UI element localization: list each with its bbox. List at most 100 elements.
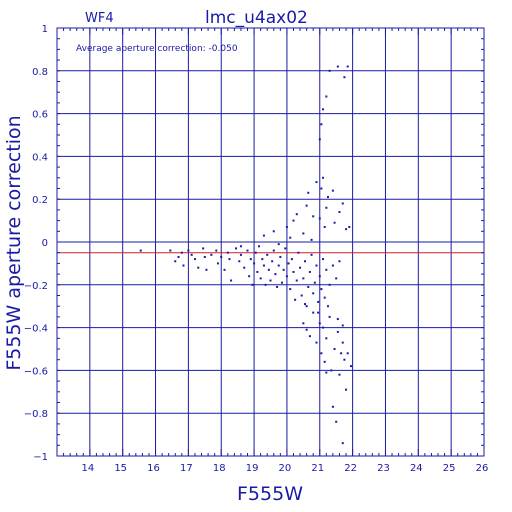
data-point xyxy=(323,226,326,229)
x-tick-label: 16 xyxy=(147,463,160,474)
axis-ticks xyxy=(57,28,484,456)
data-point xyxy=(318,138,321,141)
data-point xyxy=(190,253,193,256)
data-point xyxy=(193,258,196,261)
data-point xyxy=(305,204,308,207)
data-point xyxy=(318,217,321,220)
data-point xyxy=(340,352,343,355)
data-point xyxy=(312,215,315,218)
y-tick-label: −0.8 xyxy=(24,409,48,420)
y-tick-label: 0.2 xyxy=(32,195,48,206)
data-point xyxy=(226,251,229,254)
data-point xyxy=(292,270,295,273)
y-tick-labels: −1 −0.8 −0.6 −0.4 −0.2 0 0.2 0.4 0.6 0.8 1 xyxy=(24,24,48,463)
data-point xyxy=(248,275,251,278)
data-point xyxy=(325,371,328,374)
data-point xyxy=(322,108,325,111)
x-tick-label: 22 xyxy=(344,463,357,474)
data-point xyxy=(220,255,223,258)
data-point xyxy=(325,337,328,340)
data-point xyxy=(271,260,274,263)
data-point xyxy=(276,285,279,288)
x-tick-label: 21 xyxy=(311,463,324,474)
data-point xyxy=(322,258,325,261)
data-point xyxy=(197,266,200,269)
data-point xyxy=(272,230,275,233)
data-points xyxy=(139,65,352,445)
data-point xyxy=(328,283,331,286)
data-point xyxy=(341,341,344,344)
data-point xyxy=(315,264,318,267)
x-tick-labels: 14 15 16 17 18 19 20 21 22 23 24 25 26 xyxy=(81,463,488,474)
y-tick-label: 1 xyxy=(42,24,48,35)
y-tick-label: 0.6 xyxy=(32,110,48,121)
data-point xyxy=(348,226,351,229)
data-point xyxy=(246,249,249,252)
data-point xyxy=(303,260,306,263)
data-point xyxy=(305,305,308,308)
data-point xyxy=(325,206,328,209)
data-point xyxy=(266,253,269,256)
x-tick-label: 24 xyxy=(410,463,423,474)
data-point xyxy=(320,187,323,190)
y-axis-label: F555W aperture correction xyxy=(3,115,25,370)
data-point xyxy=(300,294,303,297)
data-point xyxy=(341,442,344,445)
data-point xyxy=(336,65,339,68)
data-point xyxy=(290,258,293,261)
data-point xyxy=(272,249,275,252)
data-point xyxy=(292,219,295,222)
data-point xyxy=(243,266,246,269)
data-point xyxy=(238,260,241,263)
data-point xyxy=(312,292,315,295)
data-point xyxy=(216,262,219,265)
data-point xyxy=(174,260,177,263)
data-point xyxy=(323,296,326,299)
data-point xyxy=(328,69,331,72)
data-point xyxy=(269,279,272,282)
data-point xyxy=(346,352,349,355)
data-point xyxy=(341,324,344,327)
data-point xyxy=(259,277,262,280)
y-tick-label: −0.6 xyxy=(24,366,48,377)
data-point xyxy=(261,258,264,261)
data-point xyxy=(202,247,205,250)
data-point xyxy=(317,300,320,303)
data-point xyxy=(310,253,313,256)
data-point xyxy=(322,326,325,329)
data-point xyxy=(177,255,180,258)
x-tick-label: 15 xyxy=(114,463,127,474)
data-point xyxy=(239,245,242,248)
data-point xyxy=(180,251,183,254)
chip-label: WF4 xyxy=(85,11,114,26)
data-point xyxy=(307,191,310,194)
data-point xyxy=(320,352,323,355)
data-point xyxy=(343,358,346,361)
data-point xyxy=(205,268,208,271)
y-tick-label: 0 xyxy=(42,238,48,249)
data-point xyxy=(294,298,297,301)
data-point xyxy=(235,247,238,250)
y-tick-label: 0.4 xyxy=(32,152,48,163)
data-point xyxy=(345,388,348,391)
data-point xyxy=(317,311,320,314)
data-point xyxy=(289,236,292,239)
x-tick-label: 18 xyxy=(213,463,226,474)
y-tick-label: −1 xyxy=(33,452,48,463)
data-point xyxy=(215,249,218,252)
data-point xyxy=(331,189,334,192)
data-point xyxy=(338,373,341,376)
data-point xyxy=(287,262,290,265)
data-point xyxy=(330,369,333,372)
data-point xyxy=(239,253,242,256)
data-point xyxy=(333,221,336,224)
data-point xyxy=(307,285,310,288)
data-point xyxy=(323,360,326,363)
data-point xyxy=(326,196,329,199)
data-point xyxy=(256,270,259,273)
data-point xyxy=(223,268,226,271)
x-tick-label: 19 xyxy=(246,463,259,474)
data-point xyxy=(343,76,346,79)
grid xyxy=(57,28,484,456)
